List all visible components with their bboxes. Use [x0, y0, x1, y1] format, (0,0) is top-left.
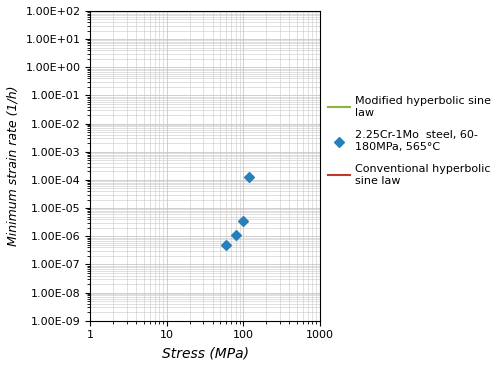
2.25Cr-1Mo  steel, 60-
180MPa, 565°C: [240, 218, 248, 224]
Legend: Modified hyperbolic sine
law, 2.25Cr-1Mo  steel, 60-
180MPa, 565°C, Conventional: Modified hyperbolic sine law, 2.25Cr-1Mo…: [328, 97, 492, 186]
X-axis label: Stress (MPa): Stress (MPa): [162, 346, 248, 360]
2.25Cr-1Mo  steel, 60-
180MPa, 565°C: [222, 242, 230, 248]
Y-axis label: Minimum strain rate (1/h): Minimum strain rate (1/h): [7, 86, 20, 246]
2.25Cr-1Mo  steel, 60-
180MPa, 565°C: [232, 232, 240, 238]
2.25Cr-1Mo  steel, 60-
180MPa, 565°C: [246, 174, 254, 180]
